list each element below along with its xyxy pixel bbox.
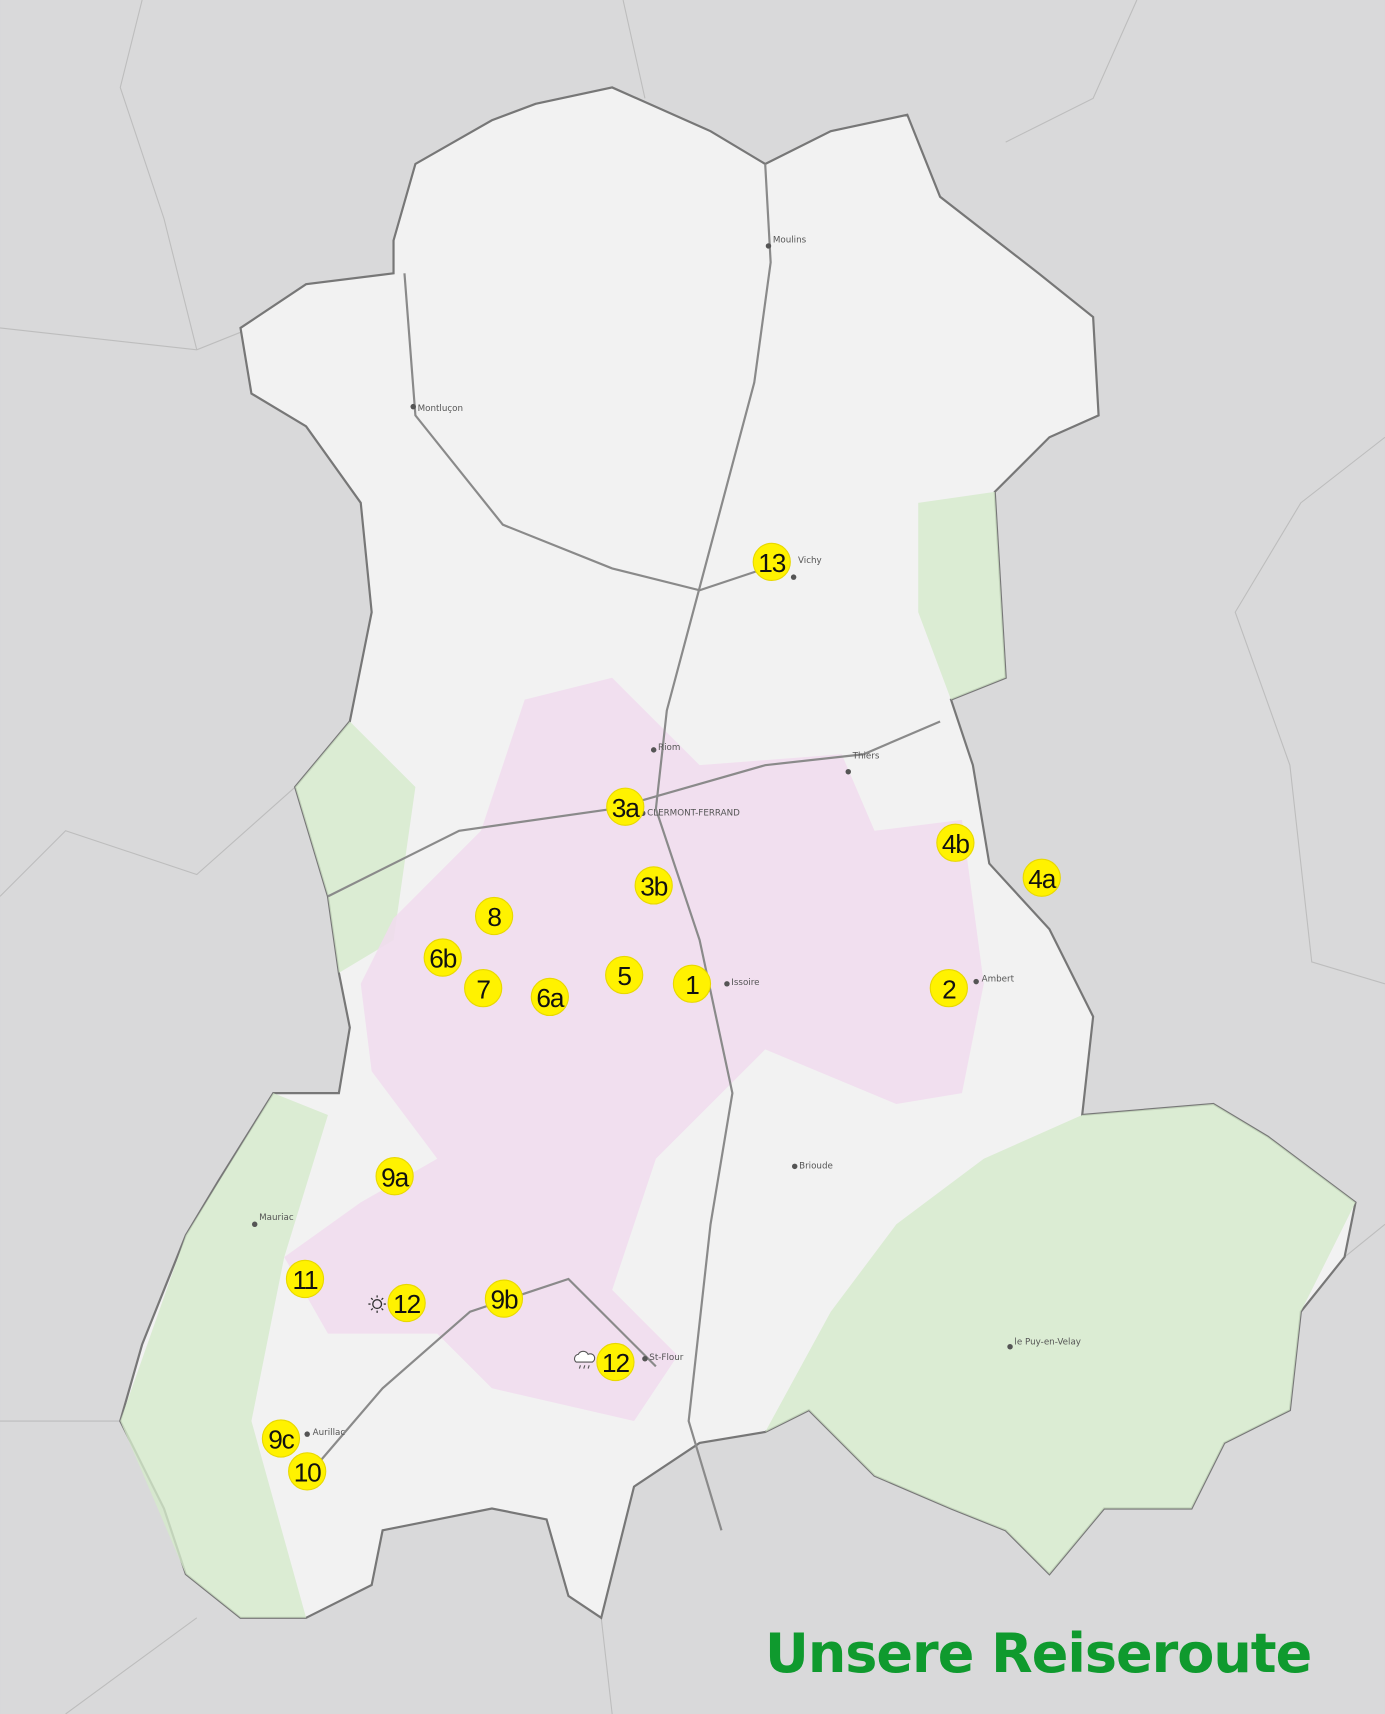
route-marker[interactable]: 7 (464, 969, 503, 1008)
city-label: le Puy-en-Velay (1014, 1338, 1081, 1348)
city-labels: Moulins Montluçon Vichy CLERMONT-FERRAND… (251, 236, 1081, 1438)
marker-circle (530, 977, 569, 1017)
marker-label: 12 (393, 1289, 420, 1319)
page-title: Unsere Reiseroute (765, 1622, 1312, 1685)
highways (316, 163, 941, 1531)
route-marker[interactable]: 13 (752, 542, 791, 581)
marker-circle (929, 969, 968, 1008)
city-label: Riom (658, 743, 680, 753)
route-marker[interactable]: 9c (261, 1419, 301, 1458)
forest-areas (120, 491, 1356, 1618)
marker-circle (261, 1419, 301, 1458)
marker-label: 8 (487, 902, 501, 932)
marker-label: 6b (429, 944, 456, 974)
city-label: Ambert (982, 975, 1015, 985)
marker-circle (387, 1283, 426, 1323)
route-marker[interactable]: 4a (1022, 858, 1061, 897)
route-marker[interactable]: 12 (387, 1283, 426, 1323)
marker-circle (1022, 858, 1061, 897)
marker-label: 7 (476, 974, 490, 1004)
marker-label: 3a (612, 793, 640, 823)
route-marker[interactable]: 11 (285, 1259, 325, 1299)
city-label: Mauriac (259, 1213, 294, 1223)
route-marker[interactable]: 3b (634, 866, 673, 905)
marker-circle (936, 823, 975, 862)
city-label: Thiers (852, 752, 880, 762)
route-marker[interactable]: 8 (474, 896, 514, 936)
city-label: Issoire (731, 978, 759, 988)
marker-label: 13 (758, 548, 785, 578)
route-marker[interactable]: 3a (606, 787, 645, 826)
marker-label: 10 (294, 1457, 321, 1487)
marker-circle (634, 866, 673, 905)
rain-cloud-icon (574, 1350, 596, 1369)
route-marker[interactable]: 4b (936, 823, 975, 862)
marker-circle (606, 787, 645, 826)
city-label: Moulins (773, 236, 807, 246)
marker-circle (605, 955, 644, 995)
marker-label: 1 (685, 970, 699, 1000)
marker-circle (484, 1279, 524, 1318)
marker-circle (596, 1342, 635, 1382)
marker-circle (752, 542, 791, 581)
route-marker[interactable]: 9b (484, 1279, 524, 1318)
marker-circle (672, 964, 712, 1003)
city-label: Vichy (798, 556, 822, 566)
marker-label: 12 (602, 1348, 629, 1378)
marker-circle (288, 1452, 327, 1491)
marker-circle (474, 896, 514, 936)
marker-label: 4b (942, 829, 969, 859)
route-marker[interactable]: 1 (672, 964, 712, 1003)
route-marker[interactable]: 5 (605, 955, 644, 995)
volcano-park-area (284, 677, 984, 1422)
route-marker[interactable]: 10 (288, 1452, 327, 1491)
route-marker[interactable]: 12 (596, 1342, 635, 1382)
marker-label: 5 (617, 961, 631, 991)
route-marker[interactable]: 2 (929, 969, 968, 1008)
city-label: CLERMONT-FERRAND (647, 808, 740, 818)
marker-label: 2 (942, 974, 956, 1004)
marker-label: 9b (490, 1285, 517, 1315)
route-marker[interactable]: 9a (375, 1157, 414, 1196)
marker-label: 9c (268, 1425, 294, 1455)
city-label: Brioude (799, 1162, 833, 1172)
marker-circle (375, 1157, 414, 1196)
weather-icons (368, 1295, 596, 1369)
route-marker[interactable]: 6b (423, 938, 462, 977)
marker-circle (464, 969, 503, 1008)
marker-label: 4a (1028, 864, 1056, 894)
route-marker[interactable]: 6a (530, 977, 569, 1017)
city-label: Montluçon (418, 404, 464, 414)
marker-label: 3b (640, 872, 667, 902)
marker-circle (285, 1259, 325, 1299)
marker-label: 9a (381, 1162, 409, 1192)
sun-icon (368, 1295, 386, 1313)
city-label: St-Flour (649, 1353, 683, 1363)
marker-label: 11 (292, 1265, 318, 1295)
marker-label: 6a (536, 983, 564, 1013)
city-label: Aurillac (313, 1428, 346, 1438)
marker-circle (423, 938, 462, 977)
